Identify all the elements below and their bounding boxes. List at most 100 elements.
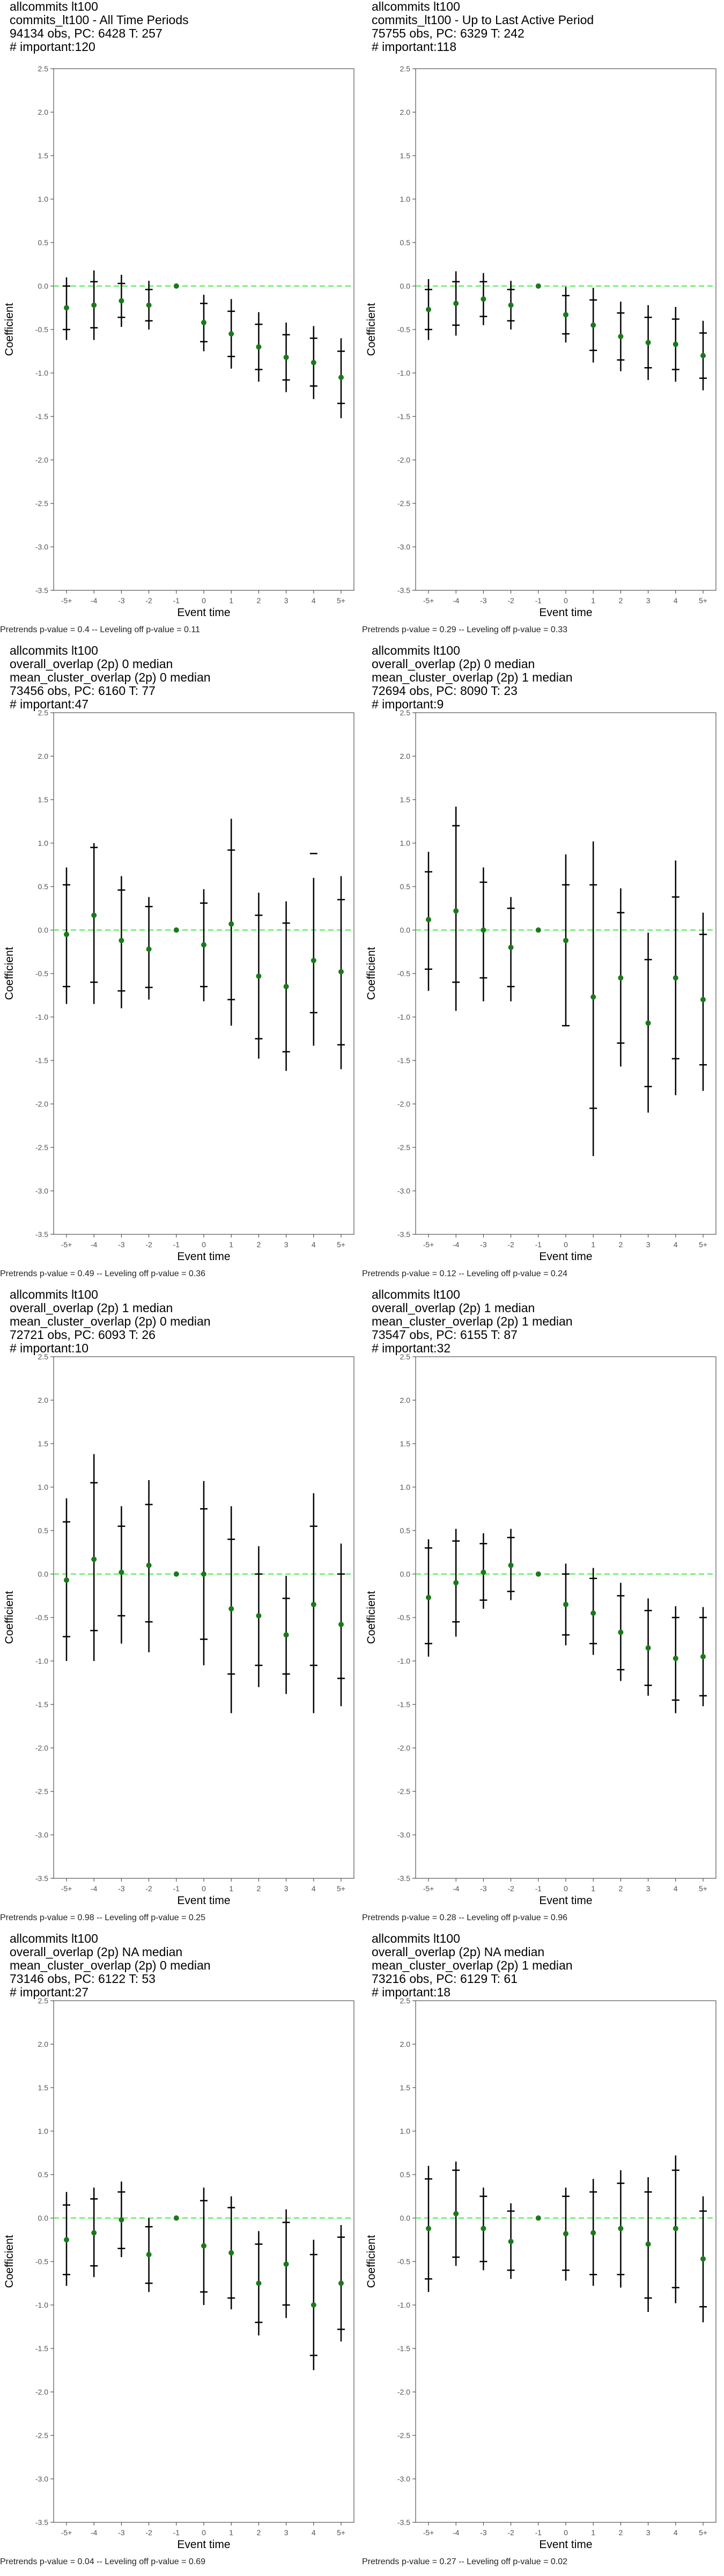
y-tick-label: -2.0	[35, 1100, 48, 1108]
coefficient-point	[91, 1556, 97, 1562]
coefficient-point	[228, 1606, 234, 1612]
header-line: allcommits lt100	[372, 1287, 460, 1301]
y-tick-label: -3.0	[35, 1831, 48, 1839]
pvalue-footer: Pretrends p-value = 0.28 -- Leveling off…	[362, 1913, 568, 1922]
coefficient-point	[173, 927, 179, 933]
x-axis-label: Event time	[177, 1250, 230, 1263]
chart-panel-5: allcommits lt100 overall_overlap (2p) 1 m…	[0, 1288, 359, 1932]
coefficient-point	[91, 912, 97, 918]
coefficient-point	[283, 1632, 289, 1638]
coefficient-point	[173, 283, 179, 289]
coefficient-point	[590, 994, 596, 1000]
x-tick-label: 1	[229, 596, 233, 605]
x-tick-label: -5+	[61, 2528, 72, 2537]
y-tick-label: 1.0	[38, 195, 49, 203]
coefficient-point	[64, 932, 69, 938]
panel-header: allcommits lt100 overall_overlap (2p) 0 m…	[10, 644, 211, 711]
y-tick-label: 1.5	[38, 1439, 49, 1448]
y-tick-label: -3.0	[35, 2475, 48, 2483]
coefficient-point	[645, 1645, 651, 1651]
y-tick-label: -0.5	[397, 969, 410, 978]
coefficient-point	[146, 302, 152, 308]
header-line: mean_cluster_overlap (2p) 1 median	[372, 670, 573, 684]
x-tick-label: 0	[202, 596, 206, 605]
x-tick-label: 1	[229, 1884, 233, 1893]
coefficient-point	[508, 302, 514, 308]
x-tick-label: 2	[257, 2528, 261, 2537]
x-tick-label: 5+	[337, 596, 345, 605]
coefficient-point	[338, 375, 344, 380]
y-tick-label: 2.0	[400, 2040, 411, 2048]
x-tick-label: 3	[646, 596, 651, 605]
x-tick-label: -1	[535, 2528, 542, 2537]
coefficient-point	[201, 2243, 206, 2249]
header-line: 73146 obs, PC: 6122 T: 53	[10, 1972, 156, 1986]
header-line: overall_overlap (2p) 0 median	[10, 657, 173, 671]
y-tick-label: -2.0	[35, 1744, 48, 1752]
y-tick-label: -1.0	[35, 1013, 48, 1021]
x-tick-label: -5+	[61, 1884, 72, 1893]
x-tick-label: 3	[646, 1240, 651, 1249]
coefficient-point	[673, 341, 678, 347]
y-tick-label: -0.5	[397, 1613, 410, 1622]
x-tick-label: 1	[591, 1240, 595, 1249]
header-line: # important:18	[372, 1985, 451, 1999]
coefficient-point	[338, 1621, 344, 1627]
coefficient-point	[535, 1571, 541, 1577]
x-tick-label: 3	[646, 2528, 651, 2537]
event-study-plot: 2.5 2.0 1.5 1.0 0.5 0.0 -0.5 -1.0 -1.5 -2.0 -2.5 -3…	[3, 1352, 354, 1907]
coefficient-point	[338, 969, 344, 975]
y-tick-label: 0.5	[38, 1526, 49, 1535]
header-line: commits_lt100 - All Time Periods	[10, 13, 189, 27]
y-tick-label: 0.5	[400, 882, 411, 891]
y-tick-label: -1.5	[397, 1056, 410, 1065]
coefficient-point	[508, 1562, 514, 1568]
x-tick-label: 1	[591, 2528, 595, 2537]
coefficient-point	[426, 917, 431, 923]
x-tick-label: 2	[257, 1240, 261, 1249]
coefficient-point	[645, 2241, 651, 2247]
x-tick-label: 2	[619, 596, 623, 605]
coefficient-point	[283, 984, 289, 990]
coefficient-point	[453, 908, 459, 914]
x-tick-label: -4	[91, 1240, 98, 1249]
header-line: allcommits lt100	[372, 0, 460, 13]
x-tick-label: 3	[646, 1884, 651, 1893]
y-tick-label: -0.5	[35, 1613, 48, 1622]
y-tick-label: -2.5	[35, 2431, 48, 2440]
y-tick-label: 2.5	[400, 1352, 411, 1361]
y-tick-label: -2.5	[397, 499, 410, 508]
header-line: 73456 obs, PC: 6160 T: 77	[10, 684, 156, 698]
coefficient-point	[228, 2250, 234, 2256]
chart-panel-4: allcommits lt100 overall_overlap (2p) 0 m…	[362, 644, 721, 1288]
header-line: 72721 obs, PC: 6093 T: 26	[10, 1328, 156, 1342]
x-tick-label: 3	[284, 1884, 289, 1893]
x-tick-label: -5+	[423, 1240, 434, 1249]
y-tick-label: -1.5	[35, 1056, 48, 1065]
y-tick-label: -1.5	[35, 1700, 48, 1709]
x-tick-label: 5+	[699, 596, 707, 605]
header-line: allcommits lt100	[10, 1287, 98, 1301]
header-line: mean_cluster_overlap (2p) 0 median	[10, 1314, 211, 1328]
coefficient-point	[173, 2215, 179, 2221]
header-line: # important:32	[372, 1341, 451, 1355]
x-tick-label: -3	[480, 1884, 487, 1893]
y-tick-label: 0.0	[38, 1570, 49, 1578]
header-line: # important:10	[10, 1341, 89, 1355]
coefficient-point	[508, 2238, 514, 2244]
header-line: allcommits lt100	[10, 0, 98, 13]
x-axis-label: Event time	[177, 606, 230, 619]
y-tick-label: -0.5	[35, 2257, 48, 2266]
x-tick-label: -1	[173, 1240, 180, 1249]
coefficient-point	[590, 2230, 596, 2236]
y-tick-label: -0.5	[35, 969, 48, 978]
x-tick-label: -3	[118, 596, 125, 605]
chart-panel-6: allcommits lt100 overall_overlap (2p) 1 m…	[362, 1288, 721, 1932]
x-tick-label: -3	[480, 1240, 487, 1249]
coefficient-point	[426, 1594, 431, 1600]
y-tick-label: 2.0	[400, 108, 411, 116]
y-tick-label: -3.0	[35, 1187, 48, 1195]
pvalue-footer: Pretrends p-value = 0.04 -- Leveling off…	[0, 2557, 206, 2566]
y-tick-label: 0.5	[400, 1526, 411, 1535]
x-tick-label: -5+	[61, 596, 72, 605]
